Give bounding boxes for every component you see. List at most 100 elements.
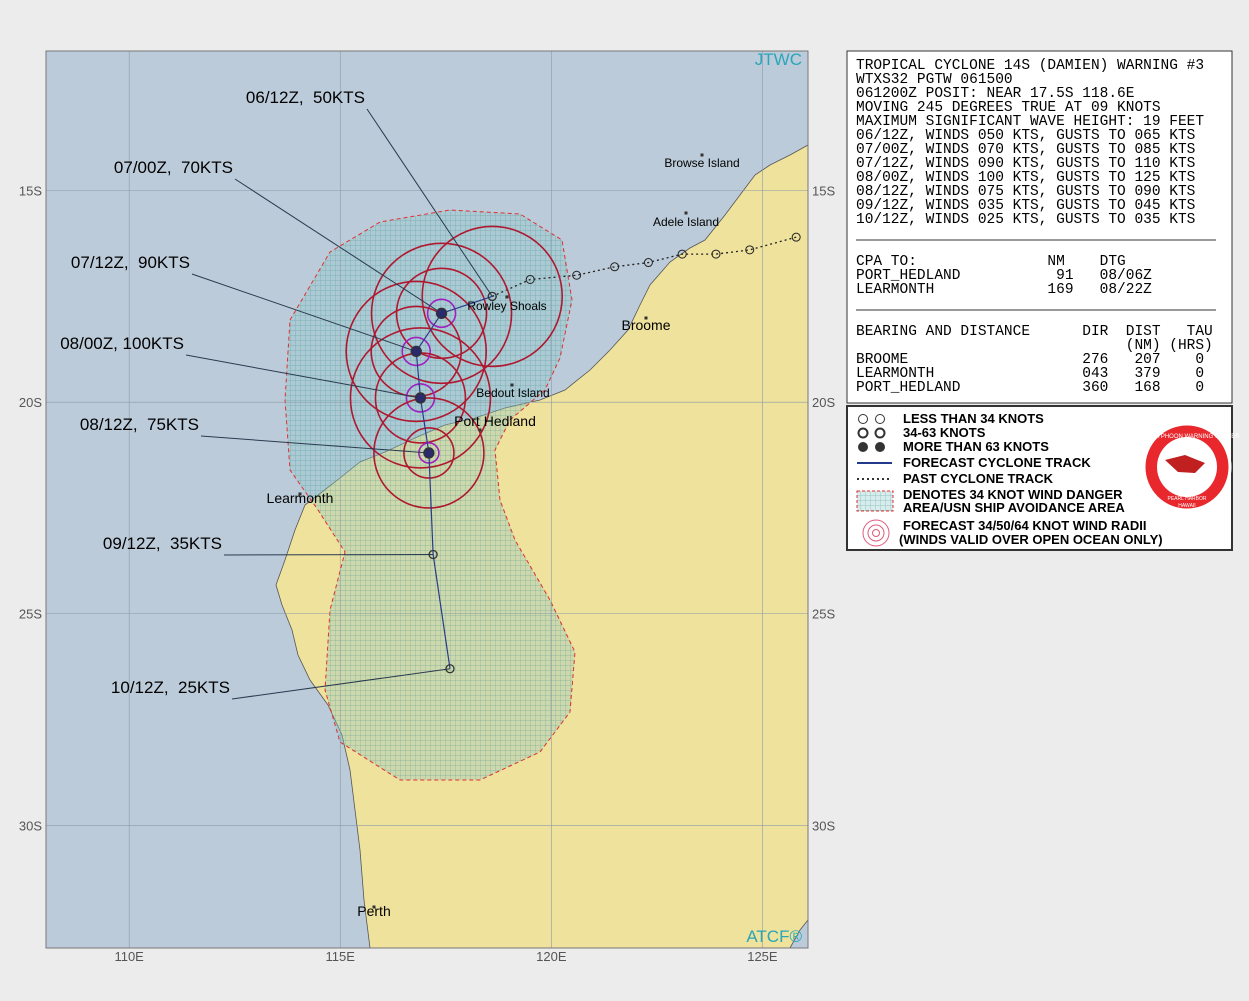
place-marker	[700, 153, 704, 157]
y-tick-label: 20S	[812, 395, 835, 410]
wind-radius-34	[373, 397, 485, 509]
logo-text: JOINT TYPHOON WARNING CENTER	[1134, 434, 1240, 440]
past-position	[791, 232, 801, 242]
label-leader	[234, 178, 442, 314]
forecast-position	[428, 549, 438, 560]
legend-label: FORECAST CYCLONE TRACK	[903, 455, 1091, 470]
forecast-label: 07/00Z, 70KTS	[114, 158, 233, 177]
place-marker	[298, 492, 302, 496]
y-tick-label: 30S	[812, 818, 835, 833]
legend-icon	[872, 529, 880, 537]
warning-text: PORT_HEDLAND 360 168 0	[856, 380, 1204, 396]
logo	[1165, 455, 1205, 473]
place-label: Rowley Shoals	[467, 299, 546, 313]
forecast-position	[445, 664, 455, 674]
label-leader	[200, 435, 429, 454]
footer-label: ATCF®	[746, 927, 802, 946]
place-marker	[478, 428, 482, 432]
x-tick-label: 110E	[114, 949, 144, 964]
logo-text: PEARL HARBOR	[1168, 496, 1207, 502]
past-position	[745, 245, 755, 255]
forecast-label: 09/12Z, 35KTS	[103, 534, 222, 553]
wind-radius-64	[426, 298, 457, 329]
legend-label: DENOTES 34 KNOT WIND DANGER	[903, 487, 1123, 502]
place-marker	[372, 905, 376, 909]
warning-text: 07/12Z, WINDS 090 KTS, GUSTS TO 110 KTS	[856, 156, 1195, 172]
wind-radius-64	[401, 336, 432, 367]
x-tick-label: 120E	[536, 949, 567, 964]
place-label: Bedout Island	[476, 386, 549, 400]
y-tick-label: 20S	[19, 395, 42, 410]
forecast-position	[487, 291, 497, 302]
wind-radius-34	[349, 327, 492, 469]
place-label: Adele Island	[653, 215, 719, 229]
logo-text: HAWAII	[1178, 503, 1195, 509]
place-marker	[644, 316, 648, 320]
forecast-position	[410, 345, 422, 358]
legend-icon	[875, 442, 885, 452]
past-position	[525, 274, 535, 284]
legend-icon	[875, 414, 885, 424]
warning-text: 061200Z POSIT: NEAR 17.5S 118.6E	[856, 86, 1134, 102]
warning-box	[846, 50, 1233, 404]
place-label: Browse Island	[664, 156, 739, 170]
wind-radius-50	[403, 427, 455, 479]
warning-text: 06/12Z, WINDS 050 KTS, GUSTS TO 065 KTS	[856, 128, 1195, 144]
warning-text: PORT_HEDLAND 91 08/06Z	[856, 268, 1152, 284]
warning-text: LEARMONTH 043 379 0	[856, 366, 1204, 382]
past-position	[643, 258, 653, 268]
legend-icon	[874, 427, 886, 439]
warning-text: CPA TO: NM DTG	[856, 254, 1126, 270]
legend-label: LESS THAN 34 KNOTS	[903, 411, 1044, 426]
warning-text: LEARMONTH 169 08/22Z	[856, 282, 1152, 298]
warning-text: 09/12Z, WINDS 035 KTS, GUSTS TO 045 KTS	[856, 198, 1195, 214]
forecast-label: 08/12Z, 75KTS	[80, 415, 199, 434]
legend-icon	[862, 519, 890, 547]
place-marker	[684, 211, 688, 215]
legend-icon	[856, 490, 894, 512]
place-label: Port Hedland	[454, 413, 536, 429]
forecast-label: 07/12Z, 90KTS	[71, 253, 190, 272]
legend-label: (WINDS VALID OVER OPEN OCEAN ONLY)	[899, 532, 1163, 547]
map-frame	[45, 50, 809, 949]
y-tick-label: 15S	[19, 184, 42, 199]
legend-icon	[858, 414, 868, 424]
y-tick-label: 30S	[19, 818, 42, 833]
place-label: Perth	[357, 903, 390, 919]
forecast-label: 06/12Z, 50KTS	[246, 88, 365, 107]
legend-label: PAST CYCLONE TRACK	[903, 471, 1054, 486]
label-leader	[231, 668, 451, 700]
map	[46, 51, 808, 948]
warning-text: 07/00Z, WINDS 070 KTS, GUSTS TO 085 KTS	[856, 142, 1195, 158]
forecast-label: 10/12Z, 25KTS	[111, 678, 230, 697]
y-tick-label: 25S	[19, 607, 42, 622]
place-label: Learmonth	[267, 490, 334, 506]
warning-text: 08/12Z, WINDS 075 KTS, GUSTS TO 090 KTS	[856, 184, 1195, 200]
x-tick-label: 115E	[326, 949, 356, 964]
place-marker	[510, 383, 514, 387]
legend-label: FORECAST 34/50/64 KNOT WIND RADII	[903, 518, 1146, 533]
x-tick-label: 125E	[747, 949, 778, 964]
warning-text: BEARING AND DISTANCE DIR DIST TAU	[856, 324, 1213, 340]
place-label: Broome	[621, 317, 670, 333]
y-tick-label: 15S	[812, 184, 835, 199]
wind-radius-34	[370, 242, 513, 385]
legend-icon	[858, 442, 868, 452]
past-track	[491, 236, 797, 297]
forecast-label: 08/00Z, 100KTS	[60, 334, 184, 353]
past-position	[677, 249, 687, 259]
past-position	[711, 249, 721, 259]
agency-label: JTWC	[755, 50, 802, 69]
warning-text: TROPICAL CYCLONE 14S (DAMIEN) WARNING #3	[856, 58, 1204, 74]
past-position	[572, 270, 582, 280]
warning-text: 10/12Z, WINDS 025 KTS, GUSTS TO 035 KTS	[856, 212, 1195, 228]
legend-label: MORE THAN 63 KNOTS	[903, 439, 1049, 454]
legend-label: AREA/USN SHIP AVOIDANCE AREA	[903, 500, 1125, 515]
warning-text: 08/00Z, WINDS 100 KTS, GUSTS TO 125 KTS	[856, 170, 1195, 186]
warning-text: WTXS32 PGTW 061500	[856, 72, 1013, 88]
warning-text: BROOME 276 207 0	[856, 352, 1204, 368]
legend-icon	[857, 427, 869, 439]
place-marker	[505, 295, 509, 299]
